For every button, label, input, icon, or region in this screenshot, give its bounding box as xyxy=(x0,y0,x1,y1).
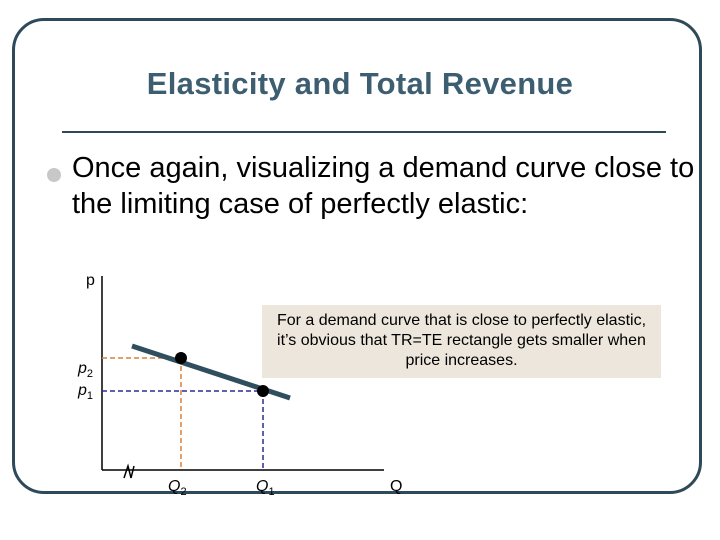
price-label-p1: p1 xyxy=(78,382,94,403)
bullet-icon xyxy=(47,168,61,182)
bullet-text: Once again, visualizing a demand curve c… xyxy=(72,152,695,220)
title-divider xyxy=(62,131,666,133)
y-axis-label: p xyxy=(86,272,95,289)
point-p2-q2 xyxy=(175,352,187,364)
point-p1-q1 xyxy=(257,385,269,397)
annotation-box: For a demand curve that is close to perf… xyxy=(262,305,661,378)
slide-frame xyxy=(12,18,702,494)
quantity-label-q2: Q2 xyxy=(168,478,187,499)
x-axis-label: Q xyxy=(390,478,403,495)
axis-break-icon xyxy=(123,463,135,479)
slide-title: Elasticity and Total Revenue xyxy=(146,66,574,101)
price-label-p2: p2 xyxy=(78,360,94,381)
quantity-label-q1: Q1 xyxy=(256,478,275,499)
